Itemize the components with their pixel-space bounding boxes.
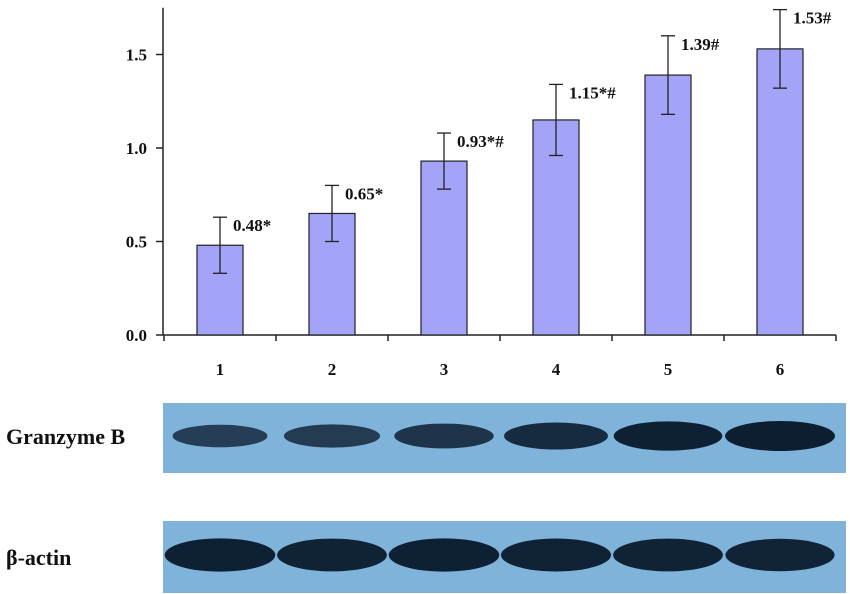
data-label: 0.48*: [233, 216, 271, 235]
y-tick-label: 0.5: [126, 233, 147, 252]
y-tick-label: 0.0: [126, 326, 147, 345]
blot-band: [394, 423, 494, 449]
data-label: 1.53#: [793, 9, 832, 28]
bar-chart: 0.0 0.5 1.0 1.5 0.48* 0.65* 0.93*# 1.15*# 1.39#…: [126, 7, 837, 379]
blot-band: [613, 421, 723, 451]
x-tick-label: 4: [552, 360, 561, 379]
x-tick-label: 3: [440, 360, 449, 379]
blot-band: [613, 538, 723, 572]
data-labels: 0.48* 0.65* 0.93*# 1.15*# 1.39# 1.53#: [233, 9, 832, 236]
blot-band: [164, 538, 276, 572]
bar: [756, 48, 804, 336]
data-label: 1.39#: [681, 35, 720, 54]
bars: [196, 48, 804, 336]
bar: [420, 160, 468, 336]
error-bars: [213, 8, 787, 274]
granzyme-b-blot: Granzyme B: [6, 403, 846, 473]
x-tick-labels: 1 2 3 4 5 6: [216, 360, 785, 379]
data-label: 1.15*#: [569, 83, 616, 102]
blot-band: [277, 538, 387, 572]
x-tick-label: 6: [776, 360, 785, 379]
y-tick-label: 1.5: [126, 46, 147, 65]
blot-band: [172, 424, 268, 448]
blot-band: [388, 538, 500, 572]
beta-actin-blot: β-actin: [6, 521, 846, 593]
data-label: 0.65*: [345, 184, 383, 203]
x-tick-label: 2: [328, 360, 337, 379]
x-tick-label: 5: [664, 360, 673, 379]
beta-actin-label: β-actin: [6, 545, 71, 570]
granzyme-b-label: Granzyme B: [6, 424, 125, 449]
blot-band: [725, 421, 835, 451]
blot-band: [500, 538, 612, 572]
data-label: 0.93*#: [457, 132, 504, 151]
y-ticks: 0.0 0.5 1.0 1.5: [126, 46, 837, 345]
x-tick-label: 1: [216, 360, 225, 379]
blot-band: [504, 422, 608, 450]
y-tick-label: 1.0: [126, 139, 147, 158]
blot-band: [725, 538, 835, 572]
blot-band: [283, 424, 381, 448]
